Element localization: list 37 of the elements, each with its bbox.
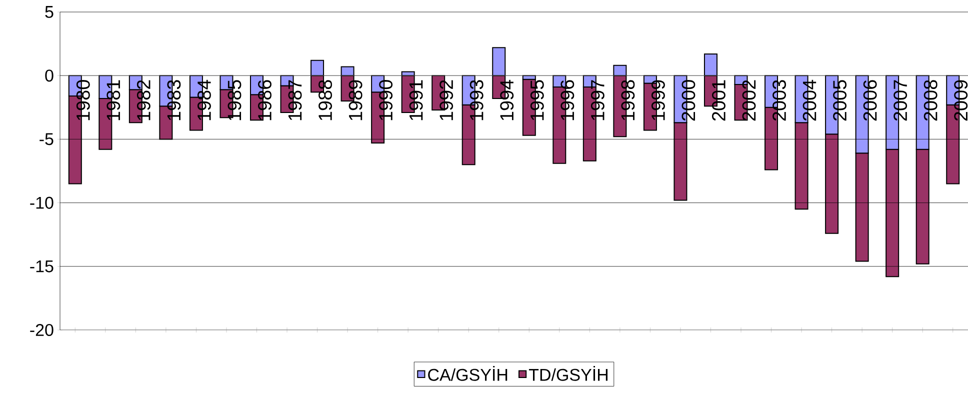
x-tick-label: 1980 (76, 80, 90, 120)
x-tick-label: 1997 (590, 80, 604, 120)
x-tick-label: 1983 (167, 80, 181, 120)
x-tick-label: 1981 (106, 80, 120, 120)
x-tick-label: 2005 (833, 80, 847, 121)
y-tick-label: 0 (45, 70, 54, 82)
x-tick-label: 2006 (863, 80, 877, 121)
x-tick-label: 2003 (772, 80, 786, 121)
x-tick-label: 1984 (197, 80, 211, 120)
x-tick-label: 1994 (500, 80, 514, 120)
y-tick-label: -15 (30, 260, 54, 272)
x-tick-label: 1989 (348, 80, 362, 120)
y-tick-label: -20 (30, 324, 54, 336)
x-tick-label: 1999 (651, 80, 665, 120)
x-tick-label: 2004 (802, 80, 816, 121)
y-tick-label: 5 (45, 6, 54, 18)
x-tick-label: 1998 (621, 80, 635, 120)
x-tick-label: 2001 (712, 80, 726, 121)
x-tick-label: 2000 (682, 80, 696, 121)
x-tick-label: 2002 (742, 80, 756, 121)
x-tick-label: 1990 (379, 80, 393, 120)
x-tick-label: 1985 (228, 80, 242, 120)
x-tick-label: 1982 (136, 80, 150, 120)
x-tick-label: 1996 (560, 80, 574, 120)
x-tick-label: 2008 (924, 80, 938, 121)
y-tick-label: -5 (40, 133, 54, 146)
legend-label: TD/GSYİH (528, 366, 608, 381)
x-tick-label: 1992 (440, 80, 454, 120)
y-tick-label: -10 (30, 196, 54, 209)
x-tick-label: 1987 (288, 80, 302, 120)
legend-label: CA/GSYİH (428, 366, 508, 381)
x-tick-label: 2007 (894, 80, 908, 121)
x-tick-label: 1995 (530, 80, 544, 120)
x-tick-label: 1993 (470, 80, 484, 120)
x-tick-label: 1991 (409, 80, 423, 120)
x-tick-label: 2009 (954, 80, 968, 121)
x-tick-label: 1988 (318, 80, 332, 120)
